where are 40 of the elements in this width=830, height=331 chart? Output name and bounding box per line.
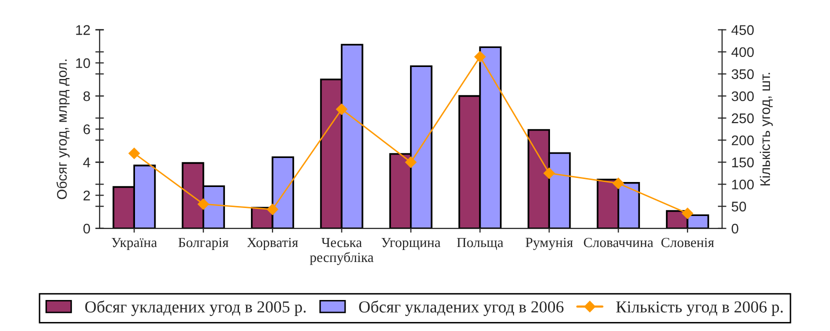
point bbox=[544, 168, 555, 179]
y-tick-label: 0 bbox=[83, 224, 90, 234]
point bbox=[266, 204, 278, 216]
point bbox=[405, 156, 416, 168]
y-axis-title: Обсяг угод, млрд дол. bbox=[56, 60, 70, 200]
point bbox=[336, 104, 348, 115]
point bbox=[474, 51, 486, 62]
x-tick-label: Словаччина bbox=[584, 238, 654, 248]
y2-tick-label: 100 bbox=[732, 180, 754, 190]
x-tick-label: Польща bbox=[456, 238, 504, 250]
legend-label: Кількість угод в 2006 р. bbox=[616, 301, 783, 316]
x-tick-label: Україна bbox=[112, 238, 157, 250]
x-tick-label: Хорватія bbox=[247, 238, 298, 250]
point bbox=[198, 198, 209, 210]
x-tick-label: Болгарія bbox=[178, 238, 228, 250]
y2-tick-label: 150 bbox=[732, 158, 754, 168]
y2-tick-label: 250 bbox=[732, 113, 754, 124]
point bbox=[128, 148, 140, 159]
y2-tick-label: 0 bbox=[732, 224, 738, 234]
x-tick-label: Чеська республіка bbox=[310, 238, 374, 265]
y-tick-label: 6 bbox=[84, 124, 90, 134]
y2-tick-label: 200 bbox=[732, 135, 754, 146]
y2-tick-label: 450 bbox=[731, 25, 754, 35]
y2-axis-title: Кількість угод, шт. bbox=[760, 72, 773, 186]
legend-label: Обсяг укладених угод в 2005 р. bbox=[85, 300, 306, 316]
x-tick-label: Румунія bbox=[526, 238, 573, 250]
y-tick-label: 2 bbox=[84, 190, 90, 200]
x-tick-label: Угорщина bbox=[382, 238, 440, 250]
legend-label: Обсяг укладених угод в 2006 bbox=[359, 300, 564, 316]
y2-tick-label: 50 bbox=[732, 202, 746, 212]
y2-tick-label: 350 bbox=[732, 69, 754, 80]
y2-tick-label: 400 bbox=[731, 47, 754, 58]
y-tick-label: 12 bbox=[76, 25, 90, 35]
y-tick-label: 8 bbox=[83, 91, 90, 102]
y2-tick-label: 300 bbox=[732, 91, 754, 102]
x-tick-label: Словенія bbox=[661, 238, 714, 248]
point bbox=[682, 208, 694, 219]
y-tick-label: 4 bbox=[83, 158, 90, 168]
y-tick-label: 10 bbox=[76, 58, 90, 68]
point bbox=[612, 178, 624, 189]
